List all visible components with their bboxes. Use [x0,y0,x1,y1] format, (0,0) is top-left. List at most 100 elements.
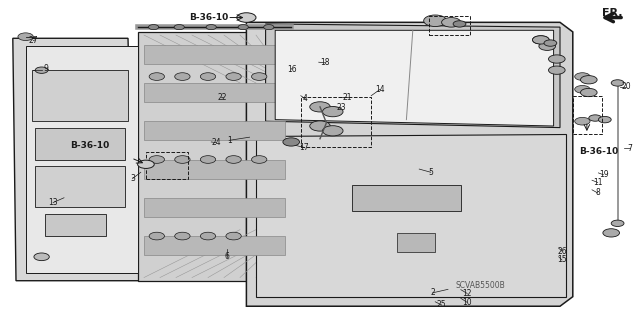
Circle shape [226,156,241,163]
Circle shape [310,121,330,131]
Text: 15: 15 [557,256,567,264]
Circle shape [252,156,267,163]
Polygon shape [275,30,554,126]
Bar [301,97,371,147]
Circle shape [35,67,48,73]
Circle shape [175,73,190,80]
Text: 20: 20 [621,82,631,91]
Text: 7: 7 [627,144,632,153]
Text: 1: 1 [227,136,232,145]
Text: 13: 13 [48,198,58,207]
Text: 22: 22 [218,93,227,102]
Polygon shape [237,121,246,136]
Circle shape [226,232,241,240]
Circle shape [611,220,624,226]
Text: 24: 24 [211,138,221,147]
Circle shape [589,115,602,121]
Polygon shape [144,45,285,64]
Circle shape [175,156,190,163]
Circle shape [575,85,590,93]
Polygon shape [144,160,285,179]
Polygon shape [266,24,560,128]
Text: 3: 3 [130,174,135,183]
Circle shape [149,156,164,163]
Circle shape [544,40,557,46]
Polygon shape [35,166,125,207]
Circle shape [175,232,190,240]
Circle shape [237,13,256,22]
Polygon shape [246,22,573,306]
Circle shape [283,138,300,146]
Circle shape [149,232,164,240]
Text: 10: 10 [462,298,472,307]
Text: 18: 18 [321,58,330,67]
Text: B-36-10: B-36-10 [70,141,109,150]
Bar [429,16,470,35]
Text: 21: 21 [343,93,352,102]
Text: 9: 9 [44,64,49,73]
Circle shape [453,21,466,27]
Text: 4: 4 [303,94,308,103]
Circle shape [424,15,447,26]
Polygon shape [352,185,461,211]
Bar [146,152,188,179]
Text: 5: 5 [428,168,433,177]
Polygon shape [397,233,435,252]
Polygon shape [144,236,285,255]
Polygon shape [144,83,285,102]
Circle shape [149,73,164,80]
Text: 23: 23 [336,103,346,112]
Circle shape [200,156,216,163]
Polygon shape [138,32,291,281]
Circle shape [598,116,611,123]
Text: FR.: FR. [602,8,622,18]
Polygon shape [45,214,106,236]
Text: 8: 8 [595,189,600,197]
Circle shape [580,76,597,84]
Circle shape [206,25,216,30]
Circle shape [548,55,565,63]
Text: 2: 2 [430,288,435,297]
Bar [573,96,602,134]
Text: 6: 6 [225,252,230,261]
Circle shape [539,42,556,50]
Circle shape [548,66,565,74]
Polygon shape [144,121,285,140]
Polygon shape [256,134,566,297]
Circle shape [532,36,549,44]
Text: 26: 26 [557,247,567,256]
Text: B-36-10: B-36-10 [579,147,618,156]
Text: B-36-10: B-36-10 [189,13,228,22]
Circle shape [323,107,343,117]
Circle shape [580,88,597,97]
Circle shape [238,25,248,30]
Circle shape [532,36,549,44]
Text: 25: 25 [436,300,447,309]
Circle shape [18,33,33,41]
Circle shape [138,160,154,168]
Circle shape [575,73,590,80]
Circle shape [174,25,184,30]
Polygon shape [144,198,285,217]
Circle shape [310,102,330,112]
Circle shape [200,232,216,240]
Circle shape [200,73,216,80]
Polygon shape [35,128,125,160]
Polygon shape [32,70,128,121]
Polygon shape [13,38,147,281]
Text: 17: 17 [299,143,309,152]
Circle shape [252,73,267,80]
Circle shape [148,25,159,30]
Text: SCVAB5500B: SCVAB5500B [455,281,505,290]
Circle shape [611,80,624,86]
Circle shape [226,73,241,80]
Text: 27: 27 [28,36,38,45]
Text: 11: 11 [593,178,602,187]
Polygon shape [26,46,138,273]
Circle shape [264,25,274,30]
Circle shape [323,126,343,136]
Text: 16: 16 [287,65,297,74]
Circle shape [442,18,461,27]
Circle shape [575,117,590,125]
Text: 19: 19 [598,170,609,179]
